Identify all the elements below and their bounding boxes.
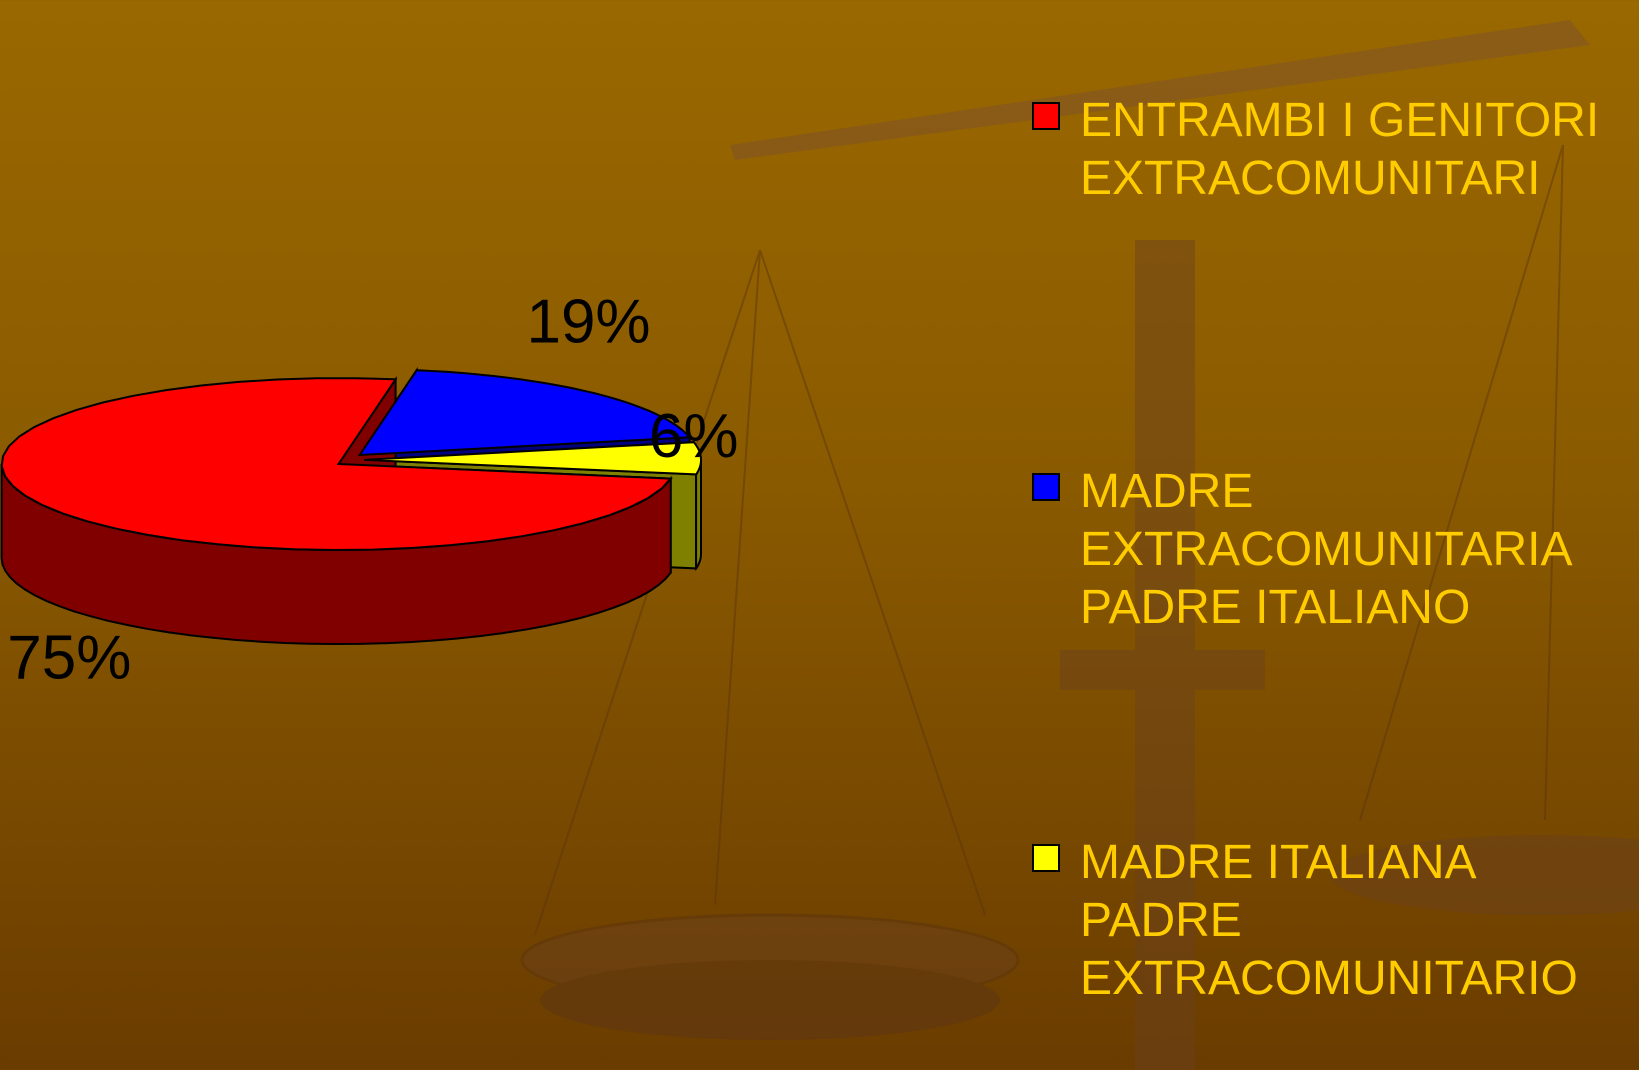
slice: [363, 441, 702, 476]
value-label: 75%: [7, 624, 131, 693]
legend-label: ENTRAMBI I GENITORI EXTRACOMUNITARI: [1080, 94, 1600, 205]
legend-swatch: [1032, 473, 1060, 501]
legend-label: MADRE EXTRACOMUNITARIA PADRE ITALIANO: [1080, 465, 1570, 634]
slice: [357, 369, 692, 457]
value-label: 6%: [649, 402, 739, 471]
slice-side: [695, 459, 702, 571]
legend-swatch: [1032, 844, 1060, 872]
legend-swatch: [1032, 102, 1060, 130]
legend-label: MADRE ITALIANA PADRE EXTRACOMUNITARIO: [1080, 836, 1578, 1005]
pie: [0, 366, 702, 646]
slice: [0, 377, 673, 552]
value-label: 19%: [526, 287, 650, 356]
scale-decoration: [520, 20, 1639, 1070]
